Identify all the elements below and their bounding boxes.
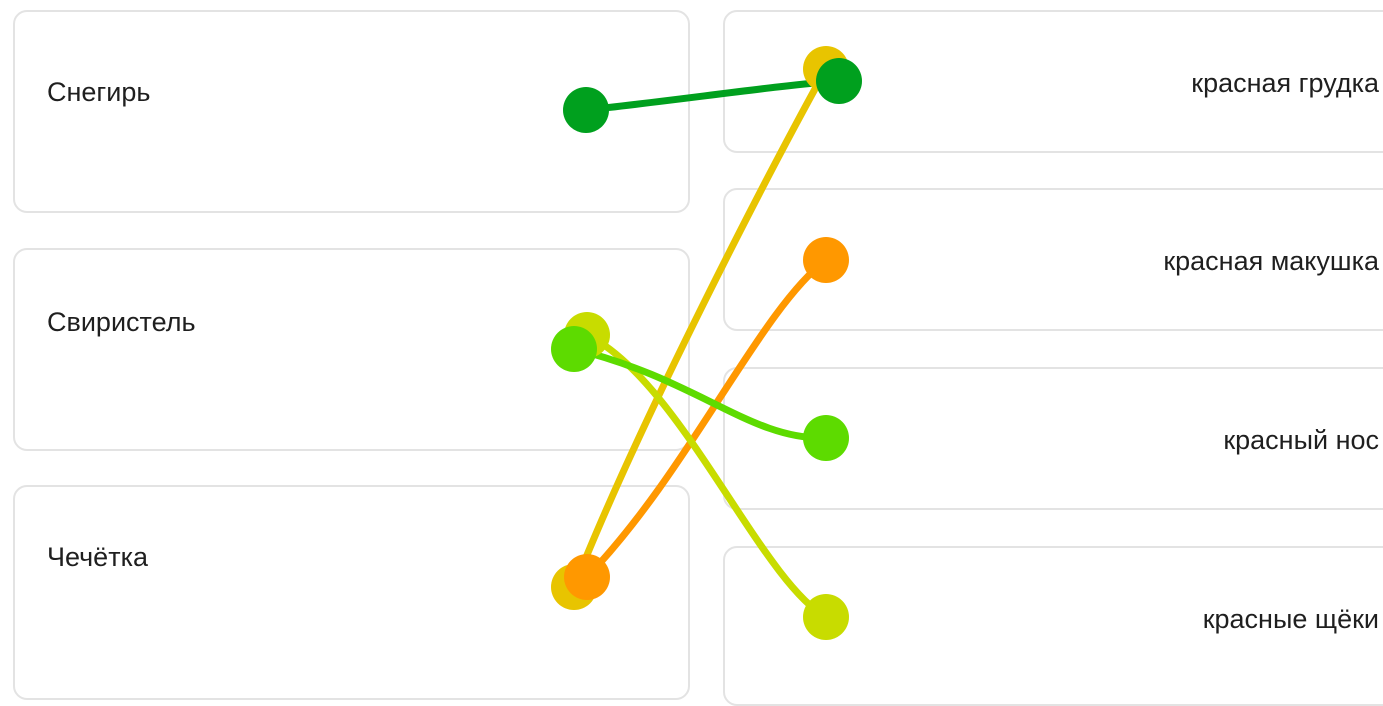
connection-end-dot[interactable]: [803, 594, 849, 640]
connection-end-dot[interactable]: [816, 58, 862, 104]
connection-end-dot[interactable]: [803, 415, 849, 461]
connection-start-dot[interactable]: [563, 87, 609, 133]
left-card-label: Снегирь: [47, 77, 151, 107]
right-card-red-breast[interactable]: красная грудка: [723, 10, 1383, 153]
right-card-label: красные щёки: [1202, 604, 1379, 634]
left-card-label: Чечётка: [47, 542, 148, 572]
connection-endpoints: [551, 46, 862, 640]
right-card-label: красный нос: [1223, 425, 1379, 455]
connection-end-dot[interactable]: [803, 237, 849, 283]
left-card-label: Свиристель: [47, 307, 196, 337]
connection-lines-layer: [551, 46, 862, 640]
left-card-chechetka[interactable]: Чечётка: [13, 485, 690, 700]
right-card-label: красная грудка: [1191, 68, 1379, 98]
connection-start-dot[interactable]: [551, 326, 597, 372]
connection-line: [582, 77, 843, 114]
connection-line: [570, 345, 830, 442]
connection-start-dot[interactable]: [564, 554, 610, 600]
connection-line: [570, 65, 830, 591]
connection-line: [583, 256, 830, 581]
connection-lines: [570, 65, 843, 621]
right-card-label: красная макушка: [1163, 246, 1379, 276]
